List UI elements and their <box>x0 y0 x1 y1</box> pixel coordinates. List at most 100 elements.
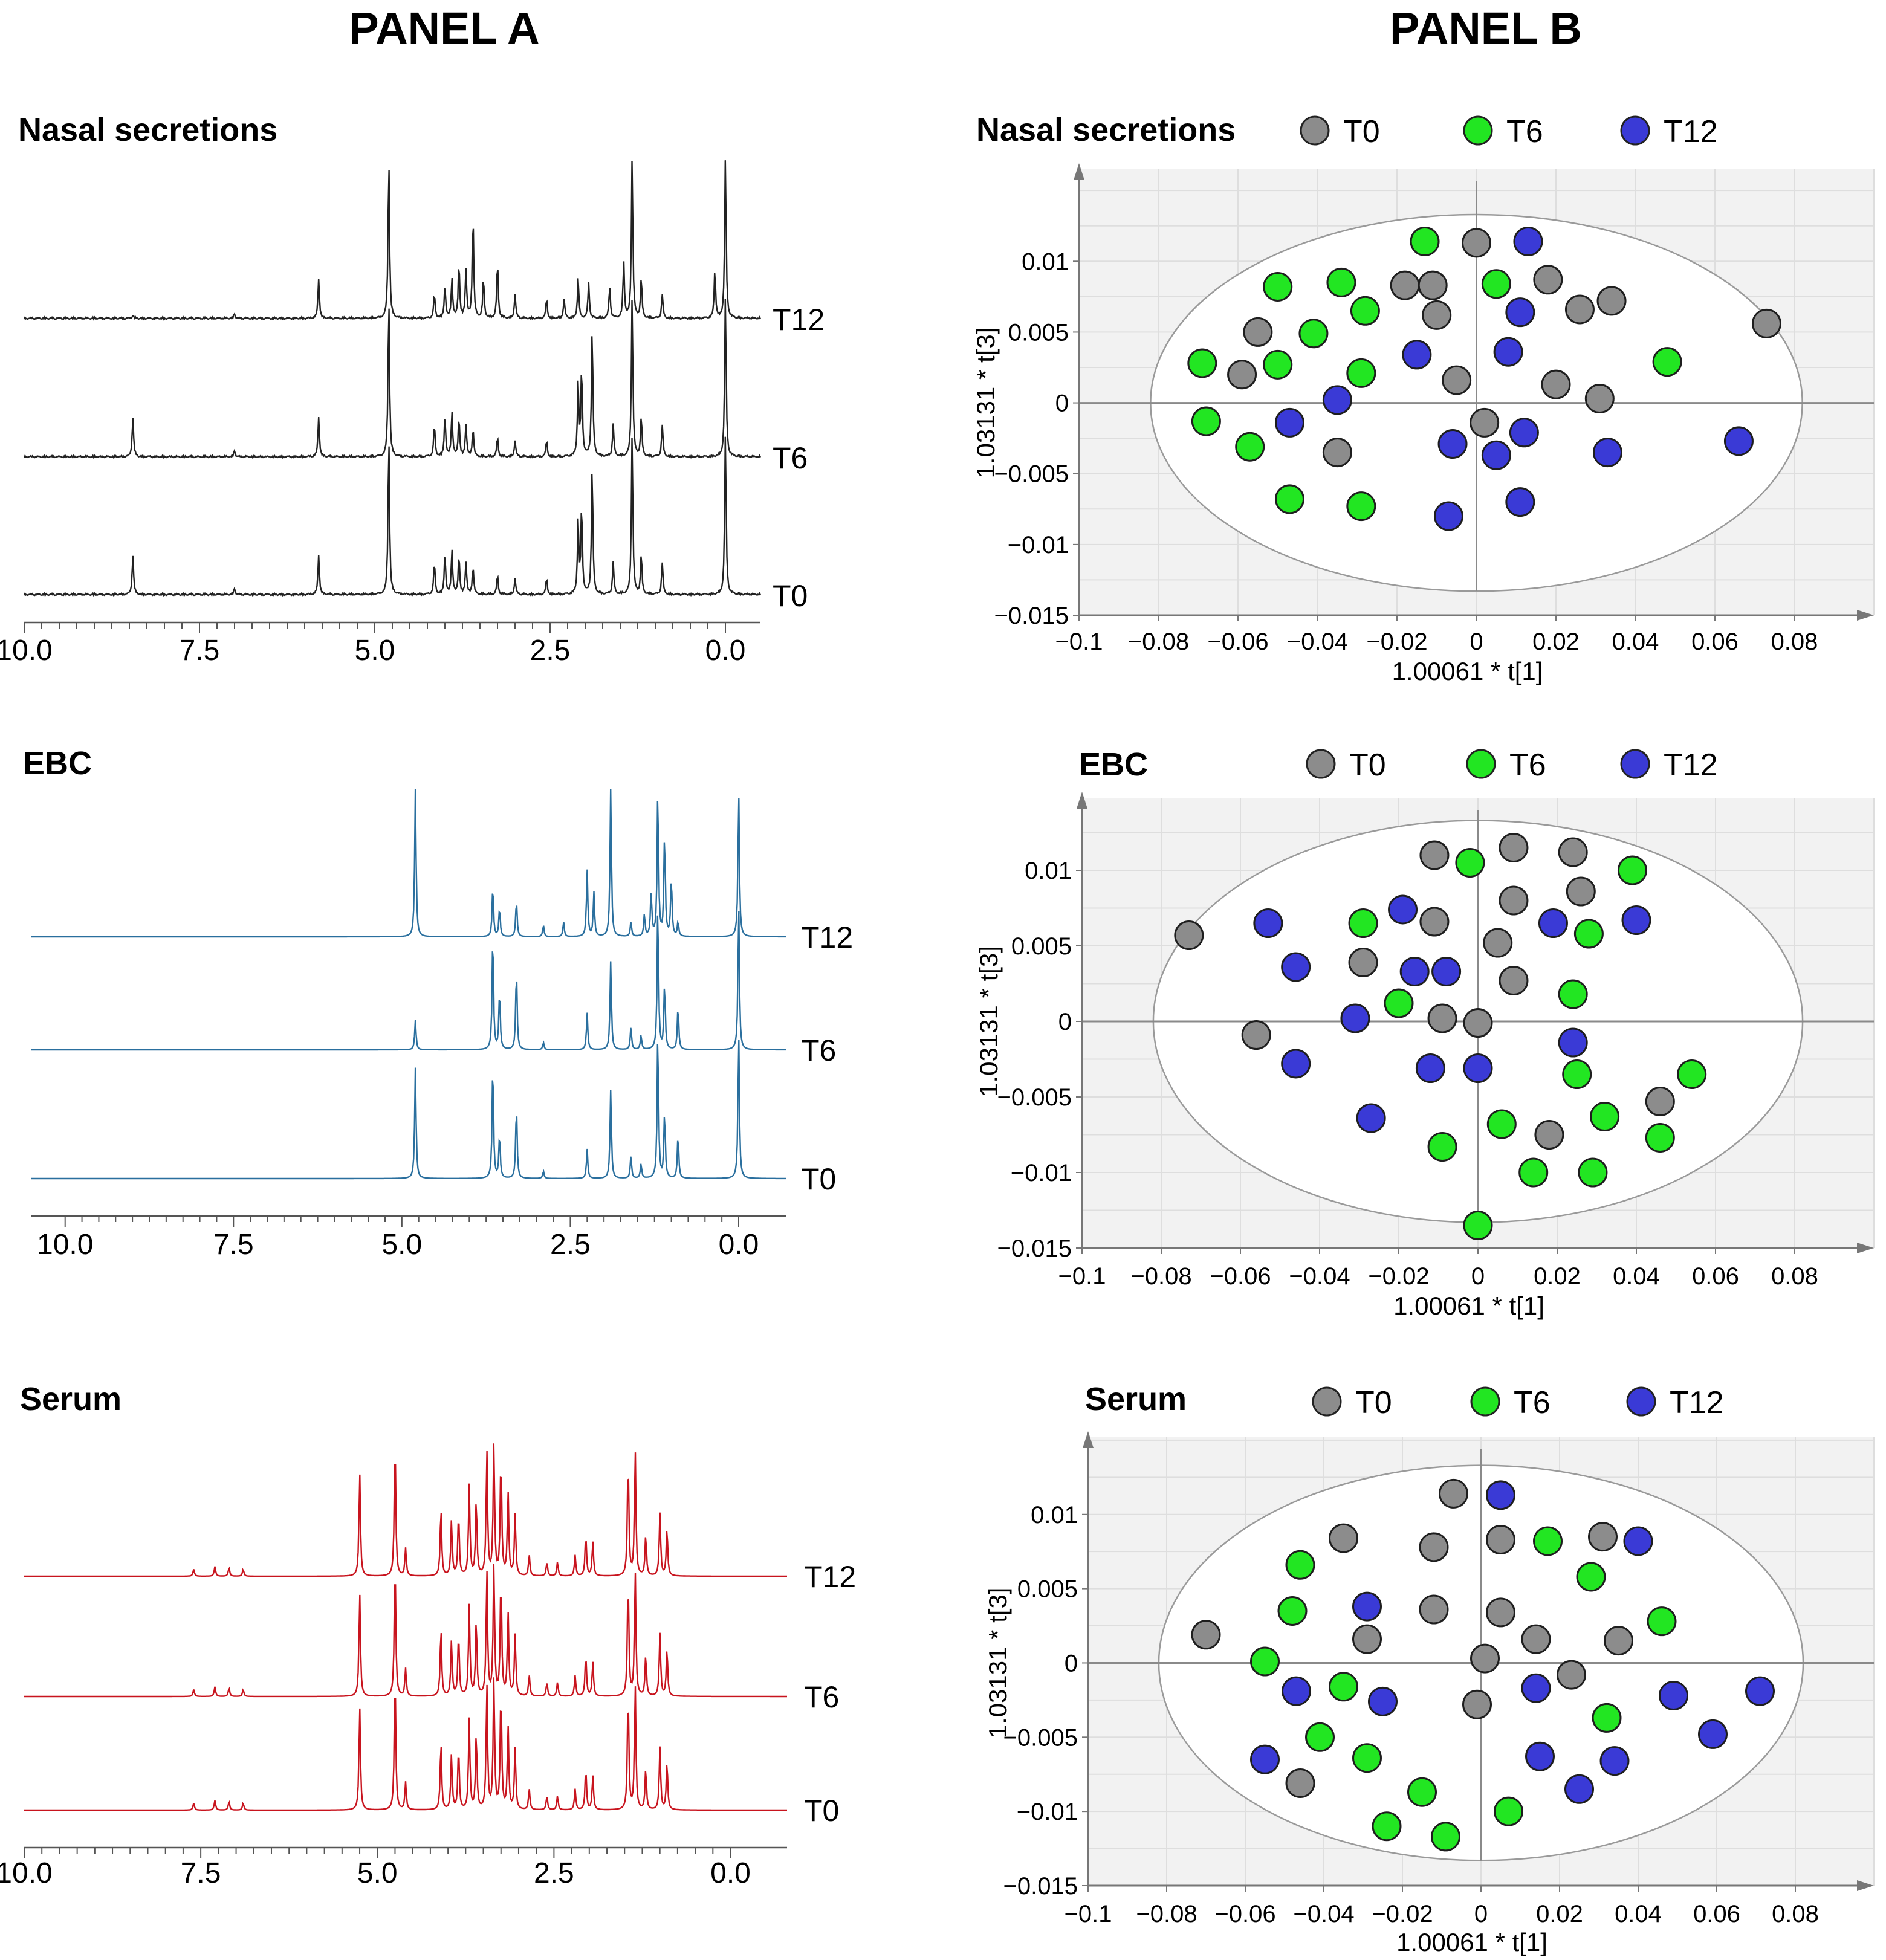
score-point-t0 <box>1499 966 1529 995</box>
x-tick-label: −0.08 <box>1130 1263 1191 1290</box>
score-point-t6 <box>1573 919 1604 949</box>
trace-label: T0 <box>801 1162 836 1196</box>
score-point-t0 <box>1442 365 1472 395</box>
score-point-t12 <box>1698 1719 1728 1749</box>
y-axis-arrow <box>1077 792 1087 809</box>
trace-label: T0 <box>773 579 808 613</box>
x-tick-label: 0.08 <box>1772 1901 1819 1927</box>
score-point-t12 <box>1623 1526 1653 1556</box>
x-axis-arrow <box>1857 1243 1874 1253</box>
score-point-t6 <box>1407 1777 1437 1807</box>
pca-title: Serum <box>1085 1381 1187 1417</box>
score-point-t0 <box>1418 270 1448 300</box>
score-point-t6 <box>1285 1550 1315 1580</box>
spectra-title: Nasal secretions <box>18 112 277 148</box>
x-tick-label: −0.06 <box>1214 1901 1275 1927</box>
score-point-t0 <box>1564 294 1595 325</box>
score-point-t0 <box>1227 360 1257 390</box>
score-point-t6 <box>1348 908 1378 938</box>
ppm-tick-label: 0.0 <box>705 635 746 667</box>
score-point-t6 <box>1494 1796 1523 1826</box>
score-point-t0 <box>1499 885 1529 916</box>
score-point-t6 <box>1533 1526 1563 1556</box>
score-point-t0 <box>1751 308 1781 338</box>
score-point-t0 <box>1462 228 1491 258</box>
score-point-t12 <box>1368 1686 1398 1716</box>
pca-subplot-2: EBC T0 T6 T12 −0.1 −0.08 −0.06 −0.04 −0.02 0 0.02 0… <box>974 746 1875 1320</box>
score-point-t6 <box>1590 1102 1620 1131</box>
y-tick-label: 0.01 <box>1031 1502 1078 1528</box>
y-tick-label: 0 <box>1055 390 1069 417</box>
spectra-subplot-2: EBC T12 T6 T0 10.0 7.5 5.0 2.5 0.0 <box>23 745 853 1261</box>
ppm-tick-label: 0.0 <box>710 1857 751 1889</box>
score-point-t0 <box>1348 948 1378 977</box>
legend-marker-t12 <box>1626 1386 1656 1417</box>
score-point-t6 <box>1187 348 1217 378</box>
spectrum-trace-t12 <box>24 1443 787 1577</box>
legend-marker-t6 <box>1470 1386 1500 1417</box>
score-point-t0 <box>1191 1620 1221 1650</box>
score-point-t6 <box>1562 1059 1592 1089</box>
score-point-t12 <box>1513 226 1543 256</box>
score-point-t6 <box>1250 1646 1280 1677</box>
spectrum-trace-t6 <box>23 299 762 459</box>
score-point-t12 <box>1437 429 1468 459</box>
pca-title: Nasal secretions <box>976 112 1236 148</box>
x-axis-label: 1.00061 * t[1] <box>1393 1292 1544 1320</box>
score-point-t12 <box>1745 1676 1775 1706</box>
y-tick-label: −0.005 <box>994 461 1069 488</box>
score-point-t12 <box>1621 905 1651 935</box>
spectrum-trace-t0 <box>23 436 762 597</box>
score-point-t0 <box>1499 833 1529 862</box>
x-tick-label: −0.02 <box>1366 629 1427 655</box>
x-tick-label: −0.04 <box>1293 1901 1354 1927</box>
y-tick-label: −0.015 <box>997 1235 1072 1262</box>
x-tick-label: −0.06 <box>1207 629 1268 655</box>
legend-label: T12 <box>1670 1385 1724 1420</box>
trace-label: T0 <box>804 1794 839 1828</box>
y-tick-label: 0.005 <box>1017 1576 1078 1603</box>
score-point-t6 <box>1298 319 1329 349</box>
y-tick-label: −0.005 <box>1003 1724 1078 1751</box>
score-point-t12 <box>1592 438 1622 468</box>
ppm-tick-label: 7.5 <box>181 1857 221 1889</box>
score-point-t6 <box>1592 1703 1622 1733</box>
panel-b: Nasal secretions T0 T6 T12 −0.1 −0.08 −0.06 −0.… <box>971 112 1875 1956</box>
ppm-tick-label: 7.5 <box>180 635 220 667</box>
trace-label: T6 <box>804 1680 839 1714</box>
ppm-tick-label: 5.0 <box>357 1857 398 1889</box>
x-tick-label: −0.02 <box>1372 1901 1433 1927</box>
ppm-tick-label: 2.5 <box>550 1229 591 1261</box>
score-point-t12 <box>1659 1681 1688 1711</box>
x-tick-label: −0.06 <box>1210 1263 1271 1290</box>
score-point-t6 <box>1235 432 1265 462</box>
score-point-t6 <box>1578 1157 1608 1188</box>
legend-label: T6 <box>1509 748 1546 783</box>
score-point-t0 <box>1470 1643 1500 1674</box>
y-axis-arrow <box>1083 1431 1094 1448</box>
score-point-t12 <box>1481 440 1511 470</box>
score-point-t0 <box>1486 1597 1515 1628</box>
y-tick-label: 0.01 <box>1025 858 1072 884</box>
y-tick-label: 0.005 <box>1011 933 1072 960</box>
spectrum-trace-t12 <box>23 160 762 321</box>
y-tick-label: 0 <box>1065 1650 1078 1677</box>
legend-marker-t12 <box>1620 749 1650 779</box>
score-point-t12 <box>1525 1741 1555 1771</box>
score-point-t6 <box>1455 848 1485 878</box>
score-point-t0 <box>1557 1660 1586 1690</box>
spectrum-trace-t6 <box>24 1564 787 1698</box>
x-axis-arrow <box>1857 610 1874 621</box>
score-point-t0 <box>1463 1008 1493 1038</box>
x-tick-label: −0.1 <box>1065 1901 1112 1927</box>
x-tick-label: −0.1 <box>1058 1263 1106 1290</box>
ppm-tick-label: 7.5 <box>213 1229 254 1261</box>
x-tick-label: −0.08 <box>1136 1901 1197 1927</box>
ppm-tick-label: 10.0 <box>0 1857 53 1889</box>
trace-label: T6 <box>773 441 808 475</box>
score-point-t12 <box>1463 1053 1493 1083</box>
y-tick-label: 0.01 <box>1022 248 1069 275</box>
x-tick-label: 0 <box>1470 629 1483 655</box>
score-point-t12 <box>1352 1591 1382 1622</box>
